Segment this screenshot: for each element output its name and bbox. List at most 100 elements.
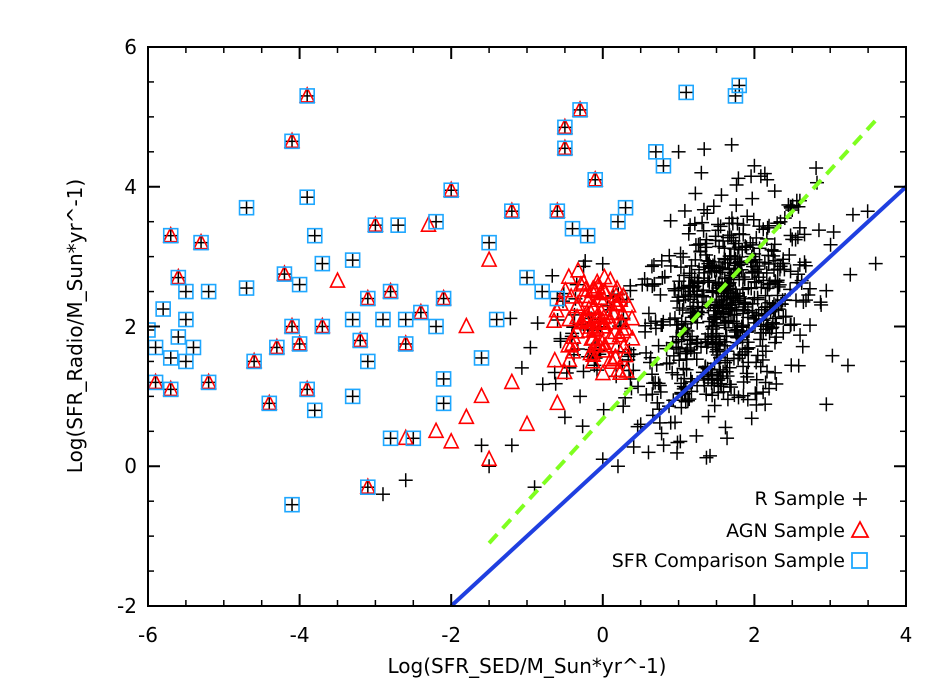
agn-sample-point bbox=[283, 316, 301, 334]
sfr-comparison-point bbox=[375, 311, 391, 328]
r-sample-point bbox=[768, 274, 783, 289]
r-sample-point bbox=[729, 198, 744, 213]
r-sample-point bbox=[682, 392, 697, 407]
r-sample-point bbox=[782, 248, 797, 263]
r-sample-point bbox=[239, 281, 254, 296]
sfr-comparison-point bbox=[428, 318, 444, 335]
r-sample-point bbox=[643, 316, 658, 331]
r-sample-point bbox=[178, 312, 193, 327]
sfr-comparison-point bbox=[435, 371, 452, 387]
r-sample-point bbox=[535, 284, 550, 299]
r-sample-point bbox=[578, 254, 593, 269]
sfr-comparison-point bbox=[435, 395, 452, 412]
r-sample-point bbox=[626, 439, 641, 454]
r-sample-point bbox=[760, 172, 775, 187]
agn-sample-point bbox=[382, 281, 399, 299]
r-sample-point bbox=[792, 257, 807, 272]
r-sample-point bbox=[685, 329, 700, 344]
r-sample-point bbox=[741, 280, 756, 295]
r-sample-point bbox=[662, 356, 677, 371]
r-sample-point bbox=[580, 228, 595, 243]
r-sample-point bbox=[739, 366, 754, 381]
r-sample-point bbox=[704, 264, 719, 279]
agn-sample-point bbox=[412, 302, 430, 320]
sfr-comparison-point bbox=[344, 311, 361, 328]
r-sample-point bbox=[482, 459, 497, 474]
agn-sample-point bbox=[613, 312, 631, 330]
agn-sample-point bbox=[442, 432, 460, 449]
r-sample-point bbox=[711, 385, 726, 400]
r-sample-point bbox=[701, 409, 716, 424]
r-sample-point bbox=[643, 350, 658, 365]
agn-sample-point bbox=[503, 372, 521, 390]
agn-sample-point bbox=[442, 180, 460, 198]
x-tick-label-2: -2 bbox=[441, 623, 461, 647]
r-sample-point bbox=[700, 206, 715, 221]
agn-sample-point bbox=[594, 363, 612, 381]
agn-sample-point bbox=[359, 288, 377, 306]
agn-sample-point bbox=[351, 330, 369, 348]
r-sample-point bbox=[719, 364, 734, 379]
r-sample-point bbox=[845, 207, 860, 222]
agn-sample-point bbox=[276, 264, 293, 281]
r-sample-point bbox=[710, 217, 725, 232]
r-sample-point bbox=[679, 85, 694, 100]
r-sample-point bbox=[489, 312, 504, 327]
r-sample-point bbox=[666, 348, 681, 363]
r-sample-point bbox=[651, 338, 666, 353]
r-sample-point bbox=[756, 385, 771, 400]
r-sample-point bbox=[686, 301, 701, 316]
r-sample-point bbox=[767, 335, 782, 350]
r-sample-point bbox=[645, 279, 660, 294]
agn-sample-point bbox=[359, 477, 377, 495]
r-sample-point bbox=[503, 311, 518, 326]
r-sample-point bbox=[814, 297, 829, 312]
sfr-comparison-point bbox=[314, 318, 331, 335]
agn-sample-point bbox=[562, 287, 580, 304]
r-sample-point bbox=[759, 265, 774, 280]
r-sample-point bbox=[610, 214, 625, 229]
agn-sample-point bbox=[518, 414, 536, 432]
sfr-comparison-point bbox=[284, 133, 300, 150]
r-sample-point bbox=[736, 375, 751, 390]
sfr-comparison-point bbox=[435, 290, 452, 307]
r-sample-point bbox=[429, 319, 444, 334]
r-sample-point bbox=[547, 365, 562, 380]
sfr-comparison-point bbox=[291, 336, 308, 352]
agn-sample-point bbox=[568, 296, 585, 314]
r-sample-point bbox=[714, 379, 729, 394]
agn-sample-point bbox=[458, 407, 475, 425]
agn-sample-point bbox=[545, 311, 563, 329]
r-sample-point bbox=[758, 288, 773, 303]
r-sample-point bbox=[714, 188, 729, 203]
agn-sample-point bbox=[615, 286, 632, 303]
r-sample-point bbox=[868, 256, 883, 271]
agn-sample-point bbox=[614, 303, 631, 321]
r-sample-point bbox=[720, 292, 735, 307]
r-sample-point bbox=[436, 371, 451, 386]
agn-sample-point bbox=[604, 303, 622, 321]
agn-sample-point bbox=[427, 421, 445, 439]
r-sample-point bbox=[767, 237, 782, 252]
r-sample-point bbox=[596, 402, 611, 417]
r-sample-point bbox=[783, 264, 798, 279]
r-sample-point bbox=[745, 237, 760, 252]
r-sample-point bbox=[690, 274, 705, 289]
agn-sample-point bbox=[420, 215, 437, 232]
r-sample-point bbox=[648, 144, 663, 159]
r-sample-point bbox=[616, 399, 631, 414]
r-sample-point bbox=[765, 320, 780, 335]
r-sample-point bbox=[783, 317, 798, 332]
r-sample-point bbox=[802, 318, 817, 333]
r-sample-point bbox=[482, 235, 497, 250]
r-sample-point bbox=[746, 311, 761, 326]
r-sample-point bbox=[641, 445, 656, 460]
r-sample-point bbox=[811, 223, 826, 238]
agn-sample-point bbox=[291, 334, 308, 351]
r-sample-point bbox=[178, 354, 193, 369]
agn-sample-point bbox=[568, 307, 586, 325]
r-sample-point bbox=[724, 380, 739, 395]
r-sample-point bbox=[662, 248, 677, 263]
